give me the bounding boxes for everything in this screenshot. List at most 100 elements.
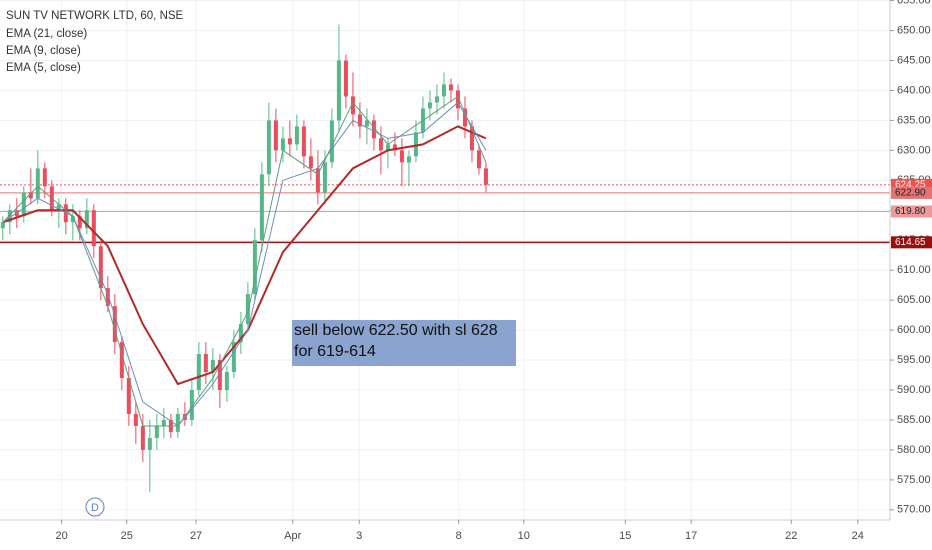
- candle-body: [175, 413, 180, 432]
- candle-body: [406, 156, 411, 163]
- candle-body: [224, 372, 229, 390]
- candle-body: [84, 210, 89, 229]
- candle-body: [378, 138, 383, 151]
- candle-body: [266, 120, 271, 175]
- candle-body: [371, 120, 376, 139]
- candle-body: [469, 126, 474, 151]
- candle-body: [105, 288, 110, 307]
- event-label: D: [91, 502, 99, 514]
- candle-body: [294, 126, 299, 145]
- candle-body: [98, 246, 103, 289]
- candle-body: [91, 210, 96, 247]
- x-tick-label: 10: [518, 530, 530, 542]
- candle-body: [357, 114, 362, 127]
- candle-body: [112, 306, 117, 343]
- candle-body: [448, 84, 453, 91]
- candle-body: [434, 96, 439, 103]
- level-label: 624.25: [895, 179, 926, 190]
- candle-body: [273, 120, 278, 151]
- candle-body: [42, 168, 47, 187]
- legend-entry: EMA (21, close): [6, 28, 87, 40]
- level-label: 614.65: [895, 237, 926, 248]
- candle-body: [133, 413, 138, 426]
- candle-body: [287, 138, 292, 145]
- candle-body: [70, 216, 75, 223]
- candle-body: [462, 108, 467, 127]
- level-tag: [891, 236, 932, 249]
- legend-entry: EMA (5, close): [6, 62, 81, 74]
- candle-body: [119, 342, 124, 379]
- candle-body: [126, 378, 131, 414]
- candle-body: [350, 96, 355, 115]
- level-tag: [891, 186, 932, 199]
- candle-body: [476, 150, 481, 169]
- candle-body: [413, 132, 418, 157]
- annotation-text: for 619-614: [294, 343, 376, 360]
- level-label: 622.90: [895, 188, 926, 199]
- x-tick-label: 8: [456, 530, 462, 542]
- y-tick-label: 610.00: [897, 264, 931, 276]
- annotation-text: sell below 622.50 with sl 628: [294, 322, 498, 339]
- candle-body: [329, 120, 334, 163]
- ema-line: [2, 95, 487, 427]
- x-tick-label: 17: [685, 530, 697, 542]
- y-tick-label: 605.00: [897, 294, 931, 306]
- x-tick-label: 3: [356, 530, 362, 542]
- event-marker: [85, 497, 105, 517]
- candle-body: [231, 342, 236, 373]
- candle-body: [427, 102, 432, 109]
- ema-line: [2, 101, 487, 427]
- y-tick-label: 575.00: [897, 474, 931, 486]
- annotation-box: [292, 320, 516, 366]
- candle-body: [189, 390, 194, 420]
- y-tick-label: 570.00: [897, 504, 931, 516]
- candle-body: [385, 144, 390, 151]
- legend-title: SUN TV NETWORK LTD, 60, NSE: [6, 10, 184, 22]
- x-tick-label: 15: [619, 530, 631, 542]
- candle-body: [63, 204, 68, 223]
- candle-body: [77, 216, 82, 229]
- candle-body: [392, 144, 397, 151]
- candle-body: [259, 174, 264, 241]
- x-tick-label: 27: [190, 530, 202, 542]
- x-tick-label: 22: [785, 530, 797, 542]
- candle-body: [483, 168, 488, 185]
- candle-body: [336, 60, 341, 121]
- legend-entry: EMA (9, close): [6, 45, 81, 57]
- candle-body: [322, 162, 327, 193]
- candle-body: [28, 192, 33, 199]
- y-tick-label: 590.00: [897, 384, 931, 396]
- y-tick-label: 585.00: [897, 414, 931, 426]
- y-tick-label: 580.00: [897, 444, 931, 456]
- candle-body: [203, 354, 208, 373]
- candle-body: [196, 354, 201, 390]
- x-tick-label: Apr: [284, 530, 301, 542]
- level-label: 619.80: [895, 206, 926, 217]
- candle-body: [399, 150, 404, 163]
- y-tick-label: 650.00: [897, 24, 931, 36]
- candle-body: [0, 222, 5, 229]
- y-tick-label: 645.00: [897, 54, 931, 66]
- candle-body: [140, 425, 145, 450]
- candle-body: [161, 419, 166, 426]
- y-tick-label: 635.00: [897, 114, 931, 126]
- y-tick-label: 600.00: [897, 324, 931, 336]
- x-tick-label: 20: [55, 530, 67, 542]
- candle-body: [252, 240, 257, 295]
- candle-body: [245, 294, 250, 325]
- candle-body: [441, 84, 446, 97]
- candle-body: [301, 126, 306, 157]
- candle-body: [455, 90, 460, 109]
- candle-body: [308, 156, 313, 169]
- candle-body: [56, 204, 61, 211]
- candle-body: [238, 324, 243, 343]
- y-tick-label: 595.00: [897, 354, 931, 366]
- y-axis-panel: [890, 0, 932, 550]
- candle-body: [21, 192, 26, 217]
- level-tag: [891, 205, 932, 218]
- x-tick-label: 25: [121, 530, 133, 542]
- y-tick-label: 630.00: [897, 144, 931, 156]
- candle-body: [154, 425, 159, 438]
- candle-body: [343, 60, 348, 97]
